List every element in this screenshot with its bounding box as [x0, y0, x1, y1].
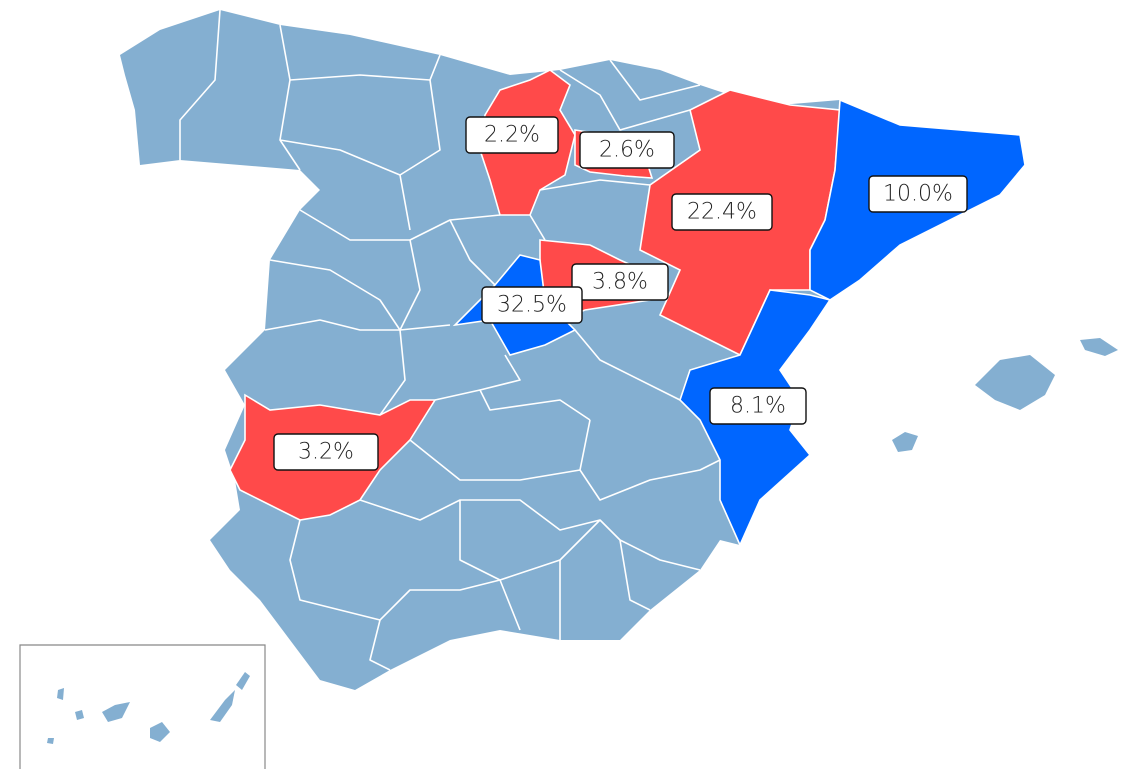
- base-map: [120, 9, 1118, 690]
- value-labels: 2.2% 2.6% 22.4% 10.0% 3.8% 32.5% 8.1% 3.2%: [273, 116, 968, 471]
- value-label: 10.0%: [883, 182, 953, 207]
- inset-frame: [19, 644, 266, 769]
- label-box: [709, 387, 807, 425]
- island: [75, 710, 84, 720]
- ibiza: [892, 432, 918, 452]
- label-box: [868, 175, 968, 213]
- island: [102, 702, 130, 722]
- mainland: [120, 10, 1025, 690]
- label-box: [273, 433, 379, 471]
- canary-inset: [19, 644, 266, 769]
- value-label: 8.1%: [730, 394, 786, 419]
- label-box: [671, 193, 773, 231]
- menorca: [1080, 338, 1118, 356]
- island: [150, 722, 170, 742]
- value-label: 3.2%: [298, 440, 354, 465]
- value-label: 32.5%: [497, 293, 567, 318]
- label-box: [571, 263, 669, 301]
- label-box: [579, 131, 675, 169]
- mallorca: [975, 355, 1055, 410]
- island: [236, 672, 250, 690]
- province-borders: [179, 9, 721, 671]
- label-box: [481, 286, 583, 324]
- value-label: 22.4%: [687, 200, 757, 225]
- label-box: [465, 116, 559, 154]
- canary-islands: [47, 672, 250, 744]
- island: [57, 688, 64, 700]
- value-label: 2.2%: [484, 123, 540, 148]
- island: [210, 690, 235, 722]
- value-label: 3.8%: [592, 270, 648, 295]
- value-label: 2.6%: [599, 138, 655, 163]
- island: [47, 738, 54, 744]
